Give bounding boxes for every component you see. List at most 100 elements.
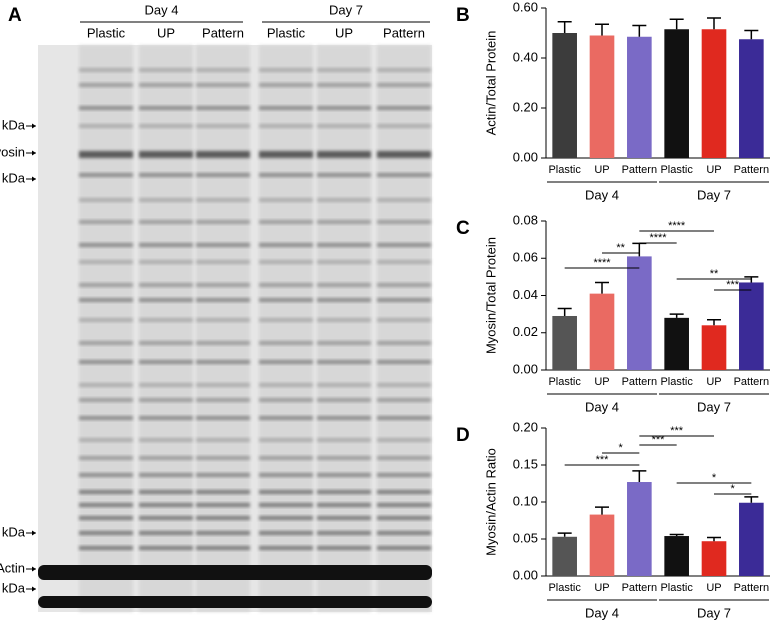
gel-band	[196, 106, 250, 110]
gel-band	[139, 198, 193, 202]
error-bar	[707, 17, 721, 30]
gel-band	[139, 416, 193, 420]
gel-band	[377, 243, 431, 247]
gel-band	[317, 124, 371, 128]
gel-band	[377, 318, 431, 322]
significance-label: *	[619, 442, 624, 454]
gel-band	[139, 106, 193, 110]
gel-band	[196, 173, 250, 177]
gel-band	[139, 360, 193, 364]
error-bar	[707, 318, 721, 326]
panel-letter: B	[456, 5, 470, 26]
gel-band	[196, 383, 250, 387]
gel-lane	[79, 45, 133, 612]
lane-label: Plastic	[267, 25, 306, 40]
gel-band	[196, 260, 250, 264]
gel-band	[79, 360, 133, 364]
gel-band	[259, 438, 313, 442]
error-bar	[669, 533, 684, 537]
gel-band	[317, 531, 371, 535]
x-tick-label: Pattern	[734, 164, 769, 176]
error-bar	[744, 29, 759, 40]
gel-band	[79, 83, 133, 87]
gel-band	[196, 516, 250, 520]
gel-band	[139, 173, 193, 177]
gel-band	[259, 283, 313, 287]
gel-band	[259, 106, 313, 110]
gel-band	[196, 416, 250, 420]
marker-arrowhead	[32, 530, 36, 536]
gel-band	[139, 398, 193, 402]
bar	[589, 293, 615, 370]
gel-band	[259, 516, 313, 520]
gel-band	[196, 243, 250, 247]
x-tick-label: Plastic	[660, 164, 693, 176]
gel-band	[377, 220, 431, 224]
gel-band	[196, 398, 250, 402]
lane-label: UP	[157, 25, 175, 40]
gel-band	[79, 473, 133, 477]
significance-label: ****	[668, 220, 686, 232]
gel-band	[196, 490, 250, 494]
y-tick-label: 0.00	[513, 149, 538, 164]
significance-label: *	[712, 472, 717, 484]
significance-label: **	[710, 268, 719, 280]
gel-band	[79, 283, 133, 287]
gel-band	[79, 383, 133, 387]
gel-band	[139, 490, 193, 494]
gel-band	[317, 383, 371, 387]
gel-band	[259, 260, 313, 264]
marker-arrowhead	[32, 176, 36, 182]
gel-band	[317, 516, 371, 520]
gel-band	[259, 531, 313, 535]
lane-label: Pattern	[202, 25, 244, 40]
x-tick-label: UP	[706, 582, 721, 594]
marker-label: Actin	[0, 560, 25, 575]
gel-band	[139, 516, 193, 520]
gel-band	[196, 198, 250, 202]
y-tick-label: 0.20	[513, 419, 538, 434]
panel-letter: A	[8, 5, 22, 26]
gel-band	[259, 68, 313, 72]
bar	[552, 33, 577, 158]
gel-band	[79, 124, 133, 128]
gel-band	[79, 503, 133, 507]
x-tick-label: Pattern	[622, 376, 657, 388]
error-bar	[632, 24, 647, 37]
x-tick-label: UP	[594, 164, 609, 176]
gel-band	[317, 473, 371, 477]
gel-band	[196, 220, 250, 224]
error-bar	[744, 276, 759, 283]
gel-band	[317, 106, 371, 110]
lane-label: Plastic	[87, 25, 126, 40]
gel-band	[259, 398, 313, 402]
y-axis-title: Myosin/Total Protein	[483, 237, 498, 354]
gel-band	[79, 260, 133, 264]
group-label: Day 7	[697, 399, 731, 414]
gel-band	[259, 83, 313, 87]
gel-band	[139, 124, 193, 128]
gel-lane	[196, 45, 250, 612]
gel-band	[317, 83, 371, 87]
y-tick-label: 0.00	[513, 361, 538, 376]
gel-band	[139, 68, 193, 72]
gel-band	[317, 503, 371, 507]
gel-band	[317, 243, 371, 247]
gel-band	[377, 83, 431, 87]
x-tick-label: Plastic	[660, 376, 693, 388]
gel-band	[196, 318, 250, 322]
bar	[552, 315, 577, 370]
gel-band	[259, 298, 313, 302]
gel-band	[377, 516, 431, 520]
y-axis-title: Myosin/Actin Ratio	[483, 448, 498, 556]
gel-band	[317, 298, 371, 302]
bar	[589, 514, 615, 576]
significance-label: ****	[593, 257, 611, 269]
group-label: Day 4	[585, 187, 619, 202]
bar	[664, 29, 689, 158]
bar	[664, 317, 689, 370]
marker-arrowhead	[32, 150, 36, 156]
gel-band	[259, 546, 313, 550]
bar	[627, 482, 652, 576]
